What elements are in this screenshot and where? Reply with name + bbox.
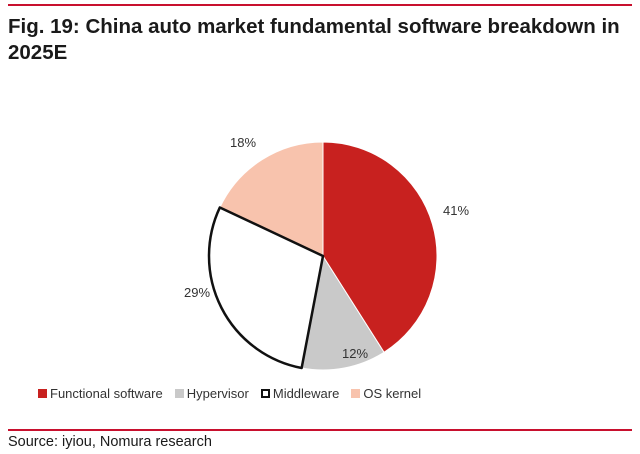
legend-swatch-middleware xyxy=(260,389,270,398)
figure-title: Fig. 19: China auto market fundamental s… xyxy=(8,15,620,64)
top-rule xyxy=(8,4,632,6)
legend-label-hypervisor: Hypervisor xyxy=(186,386,249,401)
legend-swatch-functional-software xyxy=(38,389,47,398)
data-label-os-kernel: 18% xyxy=(230,135,256,150)
chart-legend: Functional software Hypervisor Middleware O… xyxy=(38,386,433,401)
pie-slice-functional-software xyxy=(322,141,438,353)
legend-swatch-hypervisor xyxy=(174,389,184,398)
data-label-middleware: 29% xyxy=(184,285,210,300)
data-label-functional-software: 41% xyxy=(443,203,469,218)
bottom-rule xyxy=(8,429,632,431)
pie-chart: 41% 12% 29% 18% xyxy=(184,135,469,371)
pie-slice-os-kernel xyxy=(219,141,324,257)
pie-slice-middleware xyxy=(207,206,325,370)
legend-item-functional-software: Functional software xyxy=(38,386,163,401)
legend-label-functional-software: Functional software xyxy=(50,386,163,401)
pie-slice-hypervisor xyxy=(301,254,385,371)
legend-item-middleware: Middleware xyxy=(260,386,340,401)
legend-item-hypervisor: Hypervisor xyxy=(174,386,249,401)
data-label-hypervisor: 12% xyxy=(342,346,368,361)
legend-item-os-kernel: OS kernel xyxy=(351,386,421,401)
legend-label-os-kernel: OS kernel xyxy=(363,386,422,401)
legend-label-middleware: Middleware xyxy=(272,386,340,401)
figure-source: Source: iyiou, Nomura research xyxy=(8,434,212,450)
legend-swatch-os-kernel xyxy=(351,389,361,398)
